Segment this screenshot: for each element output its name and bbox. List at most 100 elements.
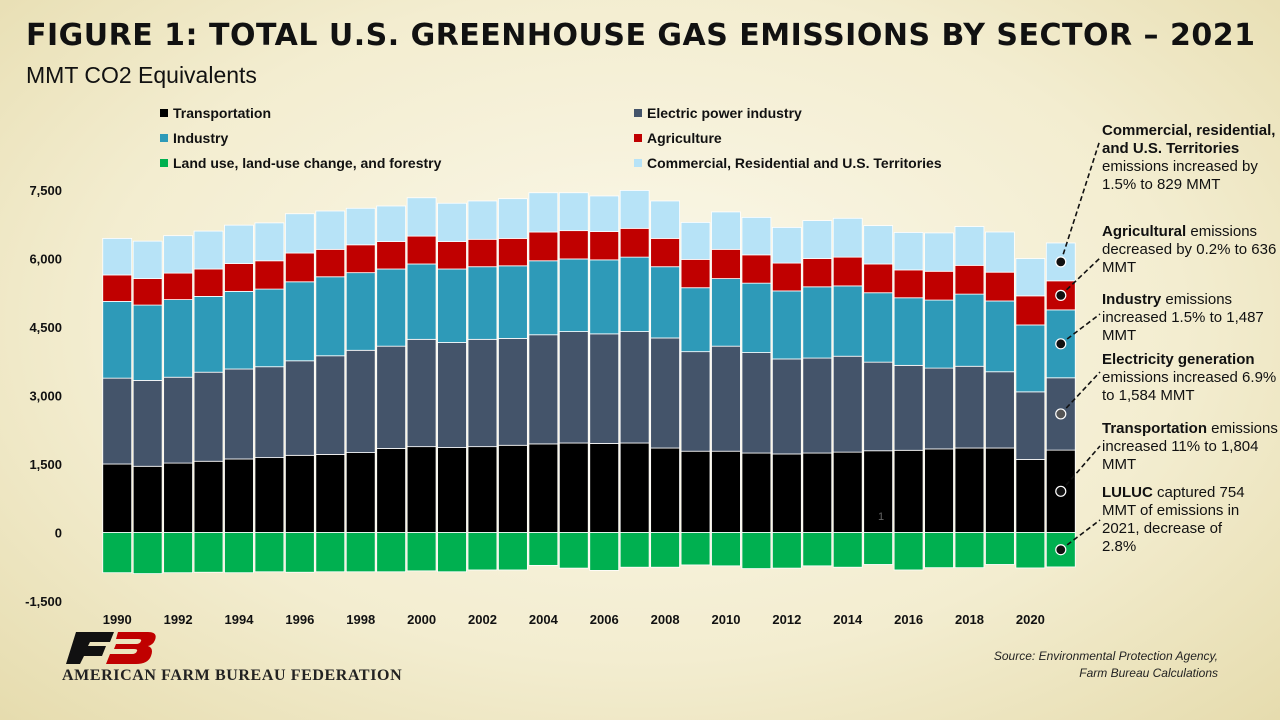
bar-agriculture xyxy=(376,241,407,270)
bar-transportation xyxy=(619,442,650,533)
legend-item-transportation: Transportation xyxy=(160,105,271,121)
bar-transportation xyxy=(680,450,711,533)
bar-luluc xyxy=(102,532,133,574)
bar-transportation xyxy=(954,447,985,533)
bar-transportation xyxy=(224,458,254,533)
bar-transportation xyxy=(650,447,680,533)
bar-commercial xyxy=(711,211,741,250)
bar-luluc xyxy=(467,532,498,571)
bar-electric xyxy=(680,351,711,452)
bar-industry xyxy=(163,299,193,378)
bar-electric xyxy=(528,334,559,445)
x-tick-label: 1992 xyxy=(164,612,193,627)
bar-agriculture xyxy=(619,227,650,258)
leader-dot-industry xyxy=(1055,338,1067,350)
bar-industry xyxy=(193,295,224,373)
bar-luluc xyxy=(771,532,802,569)
bar-transportation xyxy=(985,447,1015,533)
bar-agriculture xyxy=(437,241,467,270)
legend-swatch xyxy=(634,134,642,142)
x-tick-label: 1996 xyxy=(285,612,314,627)
bar-electric xyxy=(619,331,650,444)
annotation-industry: Industry emissions increased 1.5% to 1,4… xyxy=(1102,291,1264,344)
bar-luluc xyxy=(1015,532,1046,569)
bar-industry xyxy=(315,276,346,357)
org-name: AMERICAN FARM BUREAU FEDERATION xyxy=(62,667,403,684)
bar-industry xyxy=(498,265,528,339)
bar-luluc xyxy=(558,532,589,569)
bar-agriculture xyxy=(558,230,589,260)
bar-agriculture xyxy=(193,268,224,297)
bar-electric xyxy=(711,345,741,452)
bar-luluc xyxy=(680,532,711,566)
bar-electric xyxy=(284,360,315,456)
bar-electric xyxy=(771,358,802,455)
x-tick-label: 2016 xyxy=(894,612,923,627)
bar-electric xyxy=(985,371,1015,449)
bar-luluc xyxy=(254,532,285,573)
bar-electric xyxy=(802,357,833,454)
bar-commercial xyxy=(376,205,407,242)
bar-commercial xyxy=(193,230,224,270)
bar-industry xyxy=(863,292,894,363)
legend-item-electric: Electric power industry xyxy=(634,105,802,121)
bar-luluc xyxy=(376,532,407,573)
bar-agriculture xyxy=(680,259,711,289)
stray-label: 1 xyxy=(878,511,884,523)
bar-commercial xyxy=(558,192,589,232)
bar-industry xyxy=(102,301,133,379)
bar-transportation xyxy=(498,444,528,533)
bar-agriculture xyxy=(315,248,346,278)
bar-industry xyxy=(528,260,559,336)
annotation-electricity: Electricity generation emissions increas… xyxy=(1102,351,1277,404)
bar-electric xyxy=(558,331,589,444)
bar-transportation xyxy=(315,454,346,533)
bar-electric xyxy=(924,367,954,450)
source-note: Source: Environmental Protection Agency,… xyxy=(993,649,1218,680)
bar-electric xyxy=(345,349,376,453)
bar-transportation xyxy=(163,462,193,533)
annotation-commercial: Commercial, residential, and U.S. Territ… xyxy=(1102,122,1276,193)
bar-industry xyxy=(650,266,680,339)
bar-commercial xyxy=(771,227,802,264)
bar-agriculture xyxy=(832,256,863,287)
bar-agriculture xyxy=(345,244,376,274)
bar-industry xyxy=(680,287,711,353)
x-tick-label: 2012 xyxy=(772,612,801,627)
bar-industry xyxy=(406,263,437,340)
bar-transportation xyxy=(711,450,741,533)
bar-agriculture xyxy=(924,270,954,301)
bar-luluc xyxy=(741,532,772,569)
x-tick-label: 1990 xyxy=(103,612,132,627)
bar-luluc xyxy=(924,532,954,569)
bar-commercial xyxy=(528,192,559,233)
legend-item-agriculture: Agriculture xyxy=(634,130,722,146)
leader-dot-agriculture xyxy=(1055,289,1067,301)
y-tick-label: 3,000 xyxy=(29,389,62,404)
bar-transportation xyxy=(437,447,467,533)
bar-electric xyxy=(376,345,407,449)
legend-swatch xyxy=(160,134,168,142)
bar-luluc xyxy=(315,532,346,573)
bar-industry xyxy=(954,293,985,367)
bar-agriculture xyxy=(224,263,254,292)
y-tick-label: -1,500 xyxy=(25,594,62,609)
bar-electric xyxy=(589,333,620,444)
legend-swatch xyxy=(634,159,642,167)
bar-industry xyxy=(711,278,741,347)
bar-luluc xyxy=(345,532,376,573)
bar-commercial xyxy=(437,202,467,243)
bar-transportation xyxy=(406,446,437,533)
x-tick-label: 2010 xyxy=(712,612,741,627)
bar-luluc xyxy=(650,532,680,568)
legend-item-industry: Industry xyxy=(160,130,228,146)
y-tick-label: 0 xyxy=(55,526,62,541)
bar-electric xyxy=(102,377,133,465)
bar-agriculture xyxy=(589,231,620,261)
bar-transportation xyxy=(345,452,376,533)
annotation-transportation: Transportation emissions increased 11% t… xyxy=(1102,420,1278,473)
bar-industry xyxy=(284,281,315,362)
x-tick-label: 2006 xyxy=(590,612,619,627)
leader-dot-transportation xyxy=(1055,485,1067,497)
bar-luluc xyxy=(802,532,833,567)
